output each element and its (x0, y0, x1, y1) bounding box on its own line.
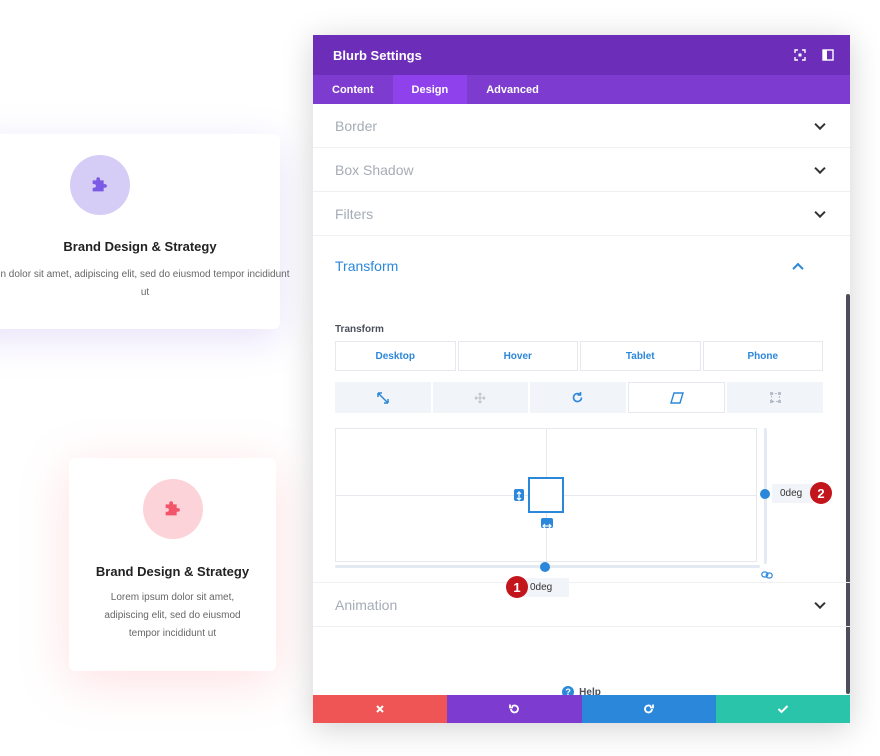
section-title: Animation (335, 596, 398, 613)
transform-header[interactable]: Transform (335, 236, 828, 296)
blurb-card-1: Brand Design & Strategy n dolor sit amet… (0, 134, 290, 329)
modal-title: Blurb Settings (333, 47, 422, 63)
device-tablet[interactable]: Tablet (580, 341, 701, 371)
undo-button[interactable] (447, 695, 582, 723)
section-title: Transform (335, 258, 399, 274)
undo-icon (509, 704, 520, 714)
blurb-settings-modal: Blurb Settings Content Design Advanced B… (313, 35, 850, 723)
sidebar-toggle-icon[interactable] (822, 48, 834, 61)
section-transform: Transform Transform Desktop Hover Tablet… (313, 236, 850, 598)
puzzle-icon (92, 177, 107, 192)
tab-bar: Content Design Advanced (313, 75, 850, 104)
help-label: Help (579, 686, 601, 698)
modal-footer (313, 695, 850, 723)
redo-icon (643, 704, 654, 714)
origin-icon (769, 392, 781, 403)
card-icon-circle (70, 155, 130, 215)
cancel-button[interactable] (313, 695, 448, 723)
save-button[interactable] (715, 695, 850, 723)
link-icon[interactable] (761, 566, 773, 584)
card-text: n dolor sit amet, adipiscing elit, sed d… (0, 269, 290, 298)
annotation-marker-2: 2 (810, 482, 832, 504)
tab-advanced[interactable]: Advanced (486, 83, 539, 96)
card-title: Brand Design & Strategy (63, 239, 217, 254)
device-tabs: Desktop Hover Tablet Phone (335, 341, 823, 371)
blurb-card-2: Brand Design & Strategy Lorem ipsum dolo… (69, 458, 276, 671)
modal-header: Blurb Settings (313, 35, 850, 75)
scrollbar[interactable] (846, 294, 850, 694)
preview-square[interactable] (528, 477, 564, 513)
card-icon-circle (143, 479, 203, 539)
tool-rotate[interactable] (530, 382, 626, 413)
tool-translate[interactable] (432, 382, 529, 413)
close-icon (376, 705, 384, 713)
translate-icon (475, 392, 486, 403)
tool-origin[interactable] (727, 382, 823, 413)
redo-button[interactable] (581, 695, 716, 723)
skew-x-handle[interactable] (541, 518, 553, 529)
tab-content[interactable]: Content (332, 83, 374, 96)
scale-icon (377, 391, 389, 404)
skew-x-value[interactable]: 0deg (522, 578, 569, 597)
device-phone[interactable]: Phone (702, 341, 823, 371)
card-text: Lorem ipsum dolor sit amet, adipiscing e… (104, 592, 241, 639)
section-filters[interactable]: Filters (313, 192, 850, 236)
section-animation[interactable]: Animation (313, 583, 850, 627)
modal-body: Border Box Shadow Filters Transform Tran… (313, 104, 850, 698)
section-border[interactable]: Border (313, 104, 850, 148)
section-title: Filters (335, 205, 374, 222)
skew-y-slider-knob[interactable] (760, 489, 770, 499)
chevron-down-icon (814, 118, 826, 130)
header-icons (794, 48, 834, 61)
tool-scale[interactable] (335, 382, 431, 413)
section-title: Box Shadow (335, 161, 414, 178)
section-box-shadow[interactable]: Box Shadow (313, 148, 850, 192)
annotation-marker-1: 1 (506, 576, 528, 598)
chevron-down-icon (814, 206, 826, 218)
rotate-icon (573, 392, 583, 403)
transform-tools (335, 382, 823, 413)
device-hover[interactable]: Hover (457, 341, 578, 371)
tool-skew[interactable] (627, 382, 726, 413)
skew-icon (669, 391, 684, 404)
skew-y-handle[interactable] (514, 489, 524, 501)
card-title: Brand Design & Strategy (95, 564, 250, 579)
skew-preview (335, 428, 757, 562)
skew-y-value[interactable]: 0deg (772, 484, 814, 503)
chevron-up-icon (792, 262, 804, 275)
chevron-down-icon (814, 597, 826, 609)
transform-label: Transform (335, 324, 384, 335)
skew-x-slider-knob[interactable] (540, 562, 550, 572)
chevron-down-icon (814, 162, 826, 174)
puzzle-icon (165, 501, 180, 516)
device-desktop[interactable]: Desktop (335, 341, 456, 371)
tab-design[interactable]: Design (392, 75, 468, 104)
section-title: Border (335, 117, 378, 134)
expand-icon[interactable] (794, 48, 806, 61)
check-icon (777, 705, 789, 714)
